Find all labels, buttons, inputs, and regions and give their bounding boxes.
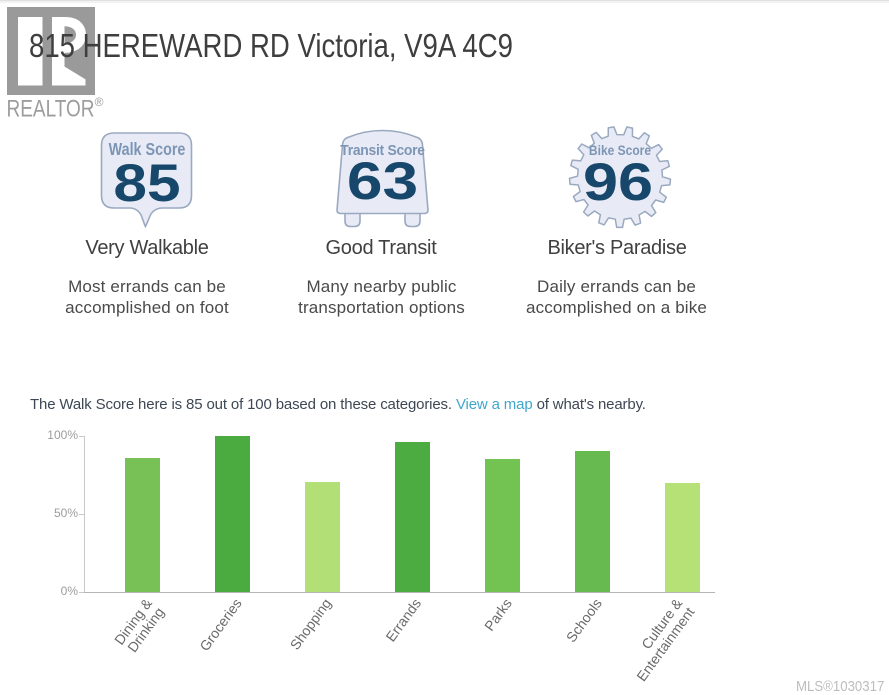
svg-text:®: ® [95,95,104,109]
svg-text:REALTOR: REALTOR [7,95,95,122]
